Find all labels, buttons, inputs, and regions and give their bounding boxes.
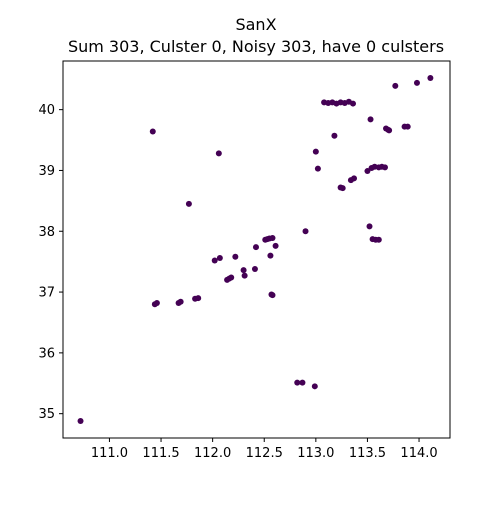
x-tick-label: 111.0 xyxy=(91,446,128,461)
y-axis: 35 36 37 38 39 40 xyxy=(38,103,63,422)
data-point xyxy=(364,168,371,175)
chart-title: SanX xyxy=(235,15,276,34)
x-tick-label: 113.5 xyxy=(349,446,386,461)
y-tick-label: 36 xyxy=(38,346,55,361)
x-tick-label: 111.5 xyxy=(142,446,179,461)
data-point xyxy=(386,127,393,134)
data-point xyxy=(216,255,223,262)
data-point xyxy=(228,274,235,281)
data-point xyxy=(272,242,279,249)
plot-frame xyxy=(62,60,451,439)
data-point xyxy=(331,132,338,139)
data-point xyxy=(251,265,258,272)
data-point xyxy=(211,257,218,264)
data-point xyxy=(185,200,192,207)
y-tick-label: 40 xyxy=(38,103,55,118)
data-point xyxy=(312,148,319,155)
data-point xyxy=(149,128,156,135)
data-point xyxy=(392,82,399,89)
data-point xyxy=(366,223,373,230)
data-point xyxy=(381,164,388,171)
data-point xyxy=(153,300,160,307)
x-axis: 111.0 111.5 112.0 112.5 113.0 113.5 114.0 xyxy=(91,438,438,461)
data-point xyxy=(351,175,358,182)
data-point xyxy=(427,75,434,82)
x-tick-label: 112.0 xyxy=(194,446,231,461)
x-tick-label: 113.0 xyxy=(297,446,334,461)
data-point xyxy=(367,116,374,123)
data-point xyxy=(294,379,301,386)
y-tick-label: 39 xyxy=(38,164,55,179)
data-point xyxy=(375,236,382,243)
data-point xyxy=(195,295,202,302)
data-point xyxy=(349,100,356,107)
x-tick-label: 112.5 xyxy=(246,446,283,461)
data-point xyxy=(339,185,346,192)
data-point xyxy=(241,272,248,279)
data-point xyxy=(404,123,411,130)
data-point xyxy=(215,150,222,157)
data-point xyxy=(311,383,318,390)
data-point xyxy=(232,253,239,260)
data-points xyxy=(77,75,434,424)
x-tick-label: 114.0 xyxy=(400,446,437,461)
data-point xyxy=(302,228,309,235)
y-tick-label: 37 xyxy=(38,286,55,301)
data-point xyxy=(314,165,321,172)
data-point xyxy=(269,292,276,299)
y-tick-label: 38 xyxy=(38,225,55,240)
data-point xyxy=(269,234,276,241)
data-point xyxy=(252,244,259,251)
data-point xyxy=(240,267,247,274)
chart-subtitle: Sum 303, Culster 0, Noisy 303, have 0 cu… xyxy=(68,37,444,56)
y-tick-label: 35 xyxy=(38,407,55,422)
data-point xyxy=(267,252,274,259)
data-point xyxy=(177,298,184,305)
data-point xyxy=(299,379,306,386)
data-point xyxy=(413,79,420,86)
data-point xyxy=(77,417,84,424)
